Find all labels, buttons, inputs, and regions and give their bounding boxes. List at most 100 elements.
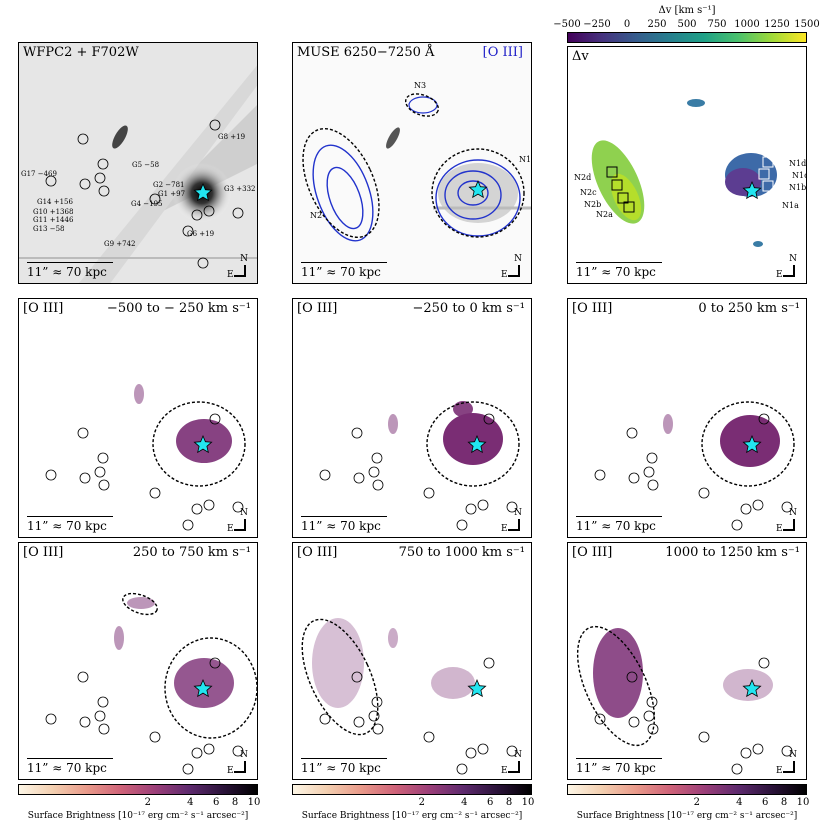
velocity-range: −500 to − 250 km s⁻¹ bbox=[106, 301, 251, 316]
colorbar-tick: 6 bbox=[487, 797, 494, 808]
oiii-map bbox=[594, 401, 795, 531]
panel-label: [O III] bbox=[23, 545, 64, 560]
panel-oiii-2: [O III] 0 to 250 km s⁻¹ 11” ≈ 70 kpc N E bbox=[567, 298, 807, 538]
galaxy-label: G2 −781 bbox=[153, 181, 185, 189]
dv-region-label: N1c bbox=[792, 171, 807, 180]
oiii-contour-label: [O III] bbox=[482, 45, 523, 60]
quasar-star-icon bbox=[193, 182, 213, 202]
region-label: N3 bbox=[414, 81, 427, 90]
scalebar: 11” ≈ 70 kpc bbox=[301, 758, 387, 775]
sb-colorbar-label: Surface Brightness [10⁻¹⁷ erg cm⁻² s⁻¹ a… bbox=[576, 811, 798, 821]
scalebar: 11” ≈ 70 kpc bbox=[576, 516, 662, 533]
quasar-star-icon bbox=[193, 434, 213, 454]
colorbar-tick: 8 bbox=[231, 797, 239, 808]
quasar-star-icon bbox=[467, 678, 487, 698]
quasar-star-icon bbox=[742, 678, 762, 698]
panel-muse: MUSE 6250−7250 Å [O III] N3 N1 N2 11” ≈ … bbox=[292, 42, 532, 284]
quasar-star-icon bbox=[467, 434, 487, 454]
panel-label: [O III] bbox=[572, 545, 613, 560]
galaxy-label: G8 +19 bbox=[218, 133, 246, 141]
sb-colorbar-label: Surface Brightness [10⁻¹⁷ erg cm⁻² s⁻¹ a… bbox=[301, 811, 523, 821]
colorbar-tick: 2 bbox=[418, 797, 425, 808]
oiii-map bbox=[301, 618, 518, 775]
velocity-colorbar bbox=[567, 32, 807, 43]
quasar-star-icon bbox=[742, 180, 762, 200]
dv-region-label: N1b bbox=[789, 183, 807, 192]
colorbar-tick: 10 bbox=[796, 797, 810, 808]
dv-region-label: N2b bbox=[584, 200, 602, 209]
colorbar-tick: 6 bbox=[213, 797, 220, 808]
velocity-range: 1000 to 1250 km s⁻¹ bbox=[665, 545, 800, 560]
velocity-range: 250 to 750 km s⁻¹ bbox=[132, 545, 251, 560]
galaxy-label: G10 +1368 bbox=[33, 208, 74, 216]
oiii-map bbox=[576, 625, 793, 775]
muse-image bbox=[293, 43, 531, 283]
colorbar-tick: 750 bbox=[707, 19, 727, 30]
velocity-range: 0 to 250 km s⁻¹ bbox=[698, 301, 800, 316]
colorbar-tick: 10 bbox=[247, 797, 261, 808]
colorbar-tick: 6 bbox=[762, 797, 769, 808]
galaxy-label: G3 +332 bbox=[224, 185, 256, 193]
sb-colorbar bbox=[292, 784, 532, 795]
panel-label: [O III] bbox=[297, 545, 338, 560]
galaxy-label: G6 +19 bbox=[187, 230, 215, 238]
colorbar-tick: 10 bbox=[521, 797, 535, 808]
colorbar-tick: 1000 bbox=[734, 19, 760, 30]
panel-label: [O III] bbox=[572, 301, 613, 316]
quasar-star-icon bbox=[193, 678, 213, 698]
galaxy-label: G13 −58 bbox=[33, 225, 65, 233]
velocity-range: −250 to 0 km s⁻¹ bbox=[412, 301, 525, 316]
sb-colorbar bbox=[18, 784, 258, 795]
galaxy-label: G4 −195 bbox=[131, 200, 163, 208]
scalebar: 11” ≈ 70 kpc bbox=[27, 262, 113, 279]
sb-colorbar bbox=[567, 784, 807, 795]
colorbar-tick: 8 bbox=[780, 797, 788, 808]
oiii-map bbox=[45, 384, 246, 531]
dv-map bbox=[591, 99, 777, 247]
panel-oiii-5: [O III] 1000 to 1250 km s⁻¹ 11” ≈ 70 kpc N E bbox=[567, 542, 807, 780]
colorbar-tick: 8 bbox=[505, 797, 513, 808]
oiii-map bbox=[319, 401, 520, 531]
scalebar: 11” ≈ 70 kpc bbox=[576, 758, 662, 775]
dv-region-label: N1a bbox=[782, 201, 799, 210]
panel-label: [O III] bbox=[297, 301, 338, 316]
dv-region-label: N1d bbox=[789, 159, 807, 168]
galaxy-label: G1 +97 bbox=[158, 190, 186, 198]
scalebar: 11” ≈ 70 kpc bbox=[27, 758, 113, 775]
quasar-star-icon bbox=[742, 434, 762, 454]
dv-region-label: N2a bbox=[596, 210, 613, 219]
galaxy-label: G5 −58 bbox=[132, 161, 160, 169]
colorbar-tick: 1250 bbox=[764, 19, 790, 30]
wfpc2-image bbox=[19, 43, 257, 283]
galaxy-label: G17 −469 bbox=[21, 170, 57, 178]
panel-dv: Δv N1d N1c N1b N1a N2d N2c N2b N2a 11” ≈ 70 kpc… bbox=[567, 46, 807, 284]
galaxy-label: G11 +1446 bbox=[33, 216, 74, 224]
panel-oiii-0: [O III] −500 to − 250 km s⁻¹ 11” ≈ 70 kpc N… bbox=[18, 298, 258, 538]
colorbar-tick: 500 bbox=[677, 19, 697, 30]
oiii-map bbox=[45, 592, 257, 775]
scalebar: 11” ≈ 70 kpc bbox=[301, 262, 387, 279]
colorbar-tick: 4 bbox=[461, 797, 468, 808]
galaxy-label: G14 +156 bbox=[37, 198, 73, 206]
scalebar: 11” ≈ 70 kpc bbox=[301, 516, 387, 533]
scalebar: 11” ≈ 70 kpc bbox=[27, 516, 113, 533]
colorbar-tick: 2 bbox=[144, 797, 151, 808]
velocity-colorbar-label: Δv [km s⁻¹] bbox=[658, 5, 716, 16]
velocity-range: 750 to 1000 km s⁻¹ bbox=[398, 545, 525, 560]
colorbar-tick: 0 bbox=[623, 19, 631, 30]
panel-label: WFPC2 + F702W bbox=[23, 45, 139, 60]
colorbar-tick: −500 bbox=[553, 19, 581, 30]
sb-colorbar-label: Surface Brightness [10⁻¹⁷ erg cm⁻² s⁻¹ a… bbox=[27, 811, 249, 821]
panel-wfpc2: WFPC2 + F702W G8 +19 G5 −58 G17 −469 G2 −78… bbox=[18, 42, 258, 284]
panel-oiii-3: [O III] 250 to 750 km s⁻¹ 11” ≈ 70 kpc N E bbox=[18, 542, 258, 780]
dv-region-label: N2d bbox=[574, 173, 592, 182]
quasar-star-icon bbox=[468, 179, 488, 199]
